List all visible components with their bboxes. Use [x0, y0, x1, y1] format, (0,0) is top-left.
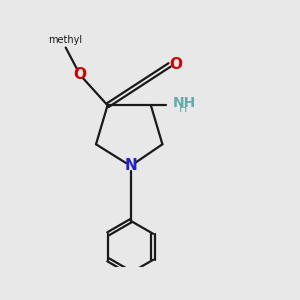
Text: H: H	[179, 104, 188, 114]
Text: O: O	[169, 57, 182, 72]
Text: methyl: methyl	[49, 35, 83, 45]
Text: NH: NH	[172, 96, 196, 110]
Text: N: N	[124, 158, 137, 173]
Text: O: O	[74, 68, 87, 82]
